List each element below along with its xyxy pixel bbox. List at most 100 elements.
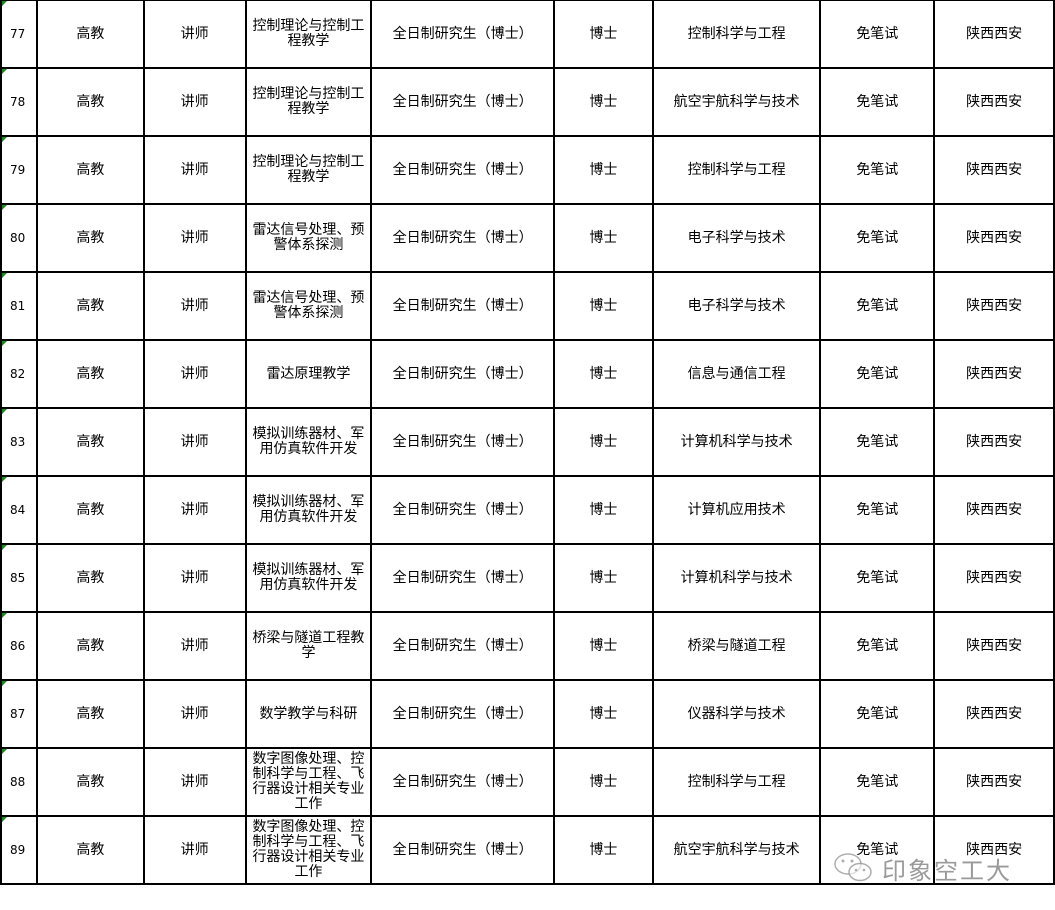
table-row: 77 高教 讲师 控制理论与控制工程教学 全日制研究生（博士） 博士 控制科学与工程 免笔试陕…: [0, 0, 1055, 69]
cell-no: 81: [0, 271, 38, 341]
cell-type: 高教: [35, 679, 145, 749]
cell-title: 讲师: [142, 679, 247, 749]
cell-no: 79: [0, 135, 38, 205]
cell-major: 计算机科学与技术: [651, 407, 822, 477]
cell-major: 电子科学与技术: [651, 271, 822, 341]
cell-location: 陕西西安: [933, 611, 1055, 681]
cell-major: 航空宇航科学与技术: [651, 67, 822, 137]
cell-no: 86: [0, 611, 38, 681]
cell-major: 桥梁与隧道工程: [651, 611, 822, 681]
cell-title: 讲师: [142, 203, 247, 273]
cell-education: 全日制研究生（博士）: [370, 815, 555, 885]
table-row: 89 高教 讲师 数字图像处理、控制科学与工程、飞行器设计相关专业工作 全日制研究生（博…: [0, 815, 1055, 885]
cell-education: 全日制研究生（博士）: [370, 0, 555, 69]
cell-type: 高教: [35, 407, 145, 477]
cell-type: 高教: [35, 475, 145, 545]
cell-no: 88: [0, 747, 38, 817]
cell-exam: 免笔试: [819, 543, 936, 613]
table-row: 87 高教 讲师 数学教学与科研 全日制研究生（博士） 博士 仪器科学与技术 免笔试 陕西西安: [0, 679, 1055, 749]
cell-education: 全日制研究生（博士）: [370, 679, 555, 749]
cell-location: 陕西西安: [933, 815, 1055, 885]
cell-title: 讲师: [142, 407, 247, 477]
cell-exam: 免笔试: [819, 815, 936, 885]
cell-direction: 桥梁与隧道工程教学: [244, 611, 373, 681]
cell-type: 高教: [35, 747, 145, 817]
cell-location: 陕西西安: [933, 543, 1055, 613]
table-row: 85 高教 讲师 模拟训练器材、军用仿真软件开发 全日制研究生（博士） 博士 计算机科学与技…: [0, 543, 1055, 613]
cell-type: 高教: [35, 271, 145, 341]
cell-title: 讲师: [142, 543, 247, 613]
cell-degree: 博士: [552, 407, 654, 477]
cell-exam: 免笔试: [819, 339, 936, 409]
cell-no: 82: [0, 339, 38, 409]
cell-major: 航空宇航科学与技术: [651, 815, 822, 885]
cell-education: 全日制研究生（博士）: [370, 339, 555, 409]
cell-degree: 博士: [552, 475, 654, 545]
cell-no: 83: [0, 407, 38, 477]
table-row: 81 高教 讲师 雷达信号处理、预警体系探测 全日制研究生（博士） 博士 电子科学与技术 免笔…: [0, 271, 1055, 341]
cell-title: 讲师: [142, 475, 247, 545]
table-row: 84 高教 讲师 模拟训练器材、军用仿真软件开发 全日制研究生（博士） 博士 计算机应用技术…: [0, 475, 1055, 545]
cell-direction: 雷达信号处理、预警体系探测: [244, 203, 373, 273]
cell-no: 85: [0, 543, 38, 613]
cell-exam: 免笔试: [819, 679, 936, 749]
cell-direction: 模拟训练器材、军用仿真软件开发: [244, 543, 373, 613]
cell-no: 80: [0, 203, 38, 273]
cell-location: 陕西西安: [933, 339, 1055, 409]
cell-no: 89: [0, 815, 38, 885]
cell-degree: 博士: [552, 815, 654, 885]
cell-direction: 数字图像处理、控制科学与工程、飞行器设计相关专业工作: [244, 747, 373, 817]
cell-title: 讲师: [142, 611, 247, 681]
cell-degree: 博士: [552, 611, 654, 681]
cell-type: 高教: [35, 543, 145, 613]
table-row: 80 高教 讲师 雷达信号处理、预警体系探测 全日制研究生（博士） 博士 电子科学与技术 免笔…: [0, 203, 1055, 273]
cell-major: 仪器科学与技术: [651, 679, 822, 749]
cell-degree: 博士: [552, 339, 654, 409]
cell-location: 陕西西安: [933, 203, 1055, 273]
cell-title: 讲师: [142, 747, 247, 817]
cell-education: 全日制研究生（博士）: [370, 135, 555, 205]
table-row: 83 高教 讲师 模拟训练器材、军用仿真软件开发 全日制研究生（博士） 博士 计算机科学与技…: [0, 407, 1055, 477]
cell-degree: 博士: [552, 67, 654, 137]
cell-education: 全日制研究生（博士）: [370, 67, 555, 137]
cell-exam: 免笔试: [819, 135, 936, 205]
cell-exam: 免笔试: [819, 0, 936, 69]
cell-education: 全日制研究生（博士）: [370, 543, 555, 613]
cell-exam: 免笔试: [819, 747, 936, 817]
cell-direction: 模拟训练器材、军用仿真软件开发: [244, 407, 373, 477]
cell-major: 电子科学与技术: [651, 203, 822, 273]
cell-direction: 雷达原理教学: [244, 339, 373, 409]
cell-location: 陕西西安: [933, 475, 1055, 545]
cell-education: 全日制研究生（博士）: [370, 203, 555, 273]
positions-table: 77 高教 讲师 控制理论与控制工程教学 全日制研究生（博士） 博士 控制科学与工程 免笔试陕…: [0, 0, 1055, 885]
cell-degree: 博士: [552, 679, 654, 749]
cell-direction: 控制理论与控制工程教学: [244, 67, 373, 137]
cell-exam: 免笔试: [819, 271, 936, 341]
cell-degree: 博士: [552, 203, 654, 273]
cell-type: 高教: [35, 611, 145, 681]
table-row: 79 高教 讲师 控制理论与控制工程教学 全日制研究生（博士） 博士 控制科学与工程 免笔试陕…: [0, 135, 1055, 205]
table-row: 82 高教 讲师 雷达原理教学 全日制研究生（博士） 博士 信息与通信工程 免笔试 陕西西安: [0, 339, 1055, 409]
cell-location: 陕西西安: [933, 67, 1055, 137]
cell-direction: 控制理论与控制工程教学: [244, 135, 373, 205]
cell-major: 控制科学与工程: [651, 747, 822, 817]
cell-direction: 模拟训练器材、军用仿真软件开发: [244, 475, 373, 545]
cell-type: 高教: [35, 135, 145, 205]
cell-location: 陕西西安: [933, 271, 1055, 341]
table-row: 86 高教 讲师 桥梁与隧道工程教学 全日制研究生（博士） 博士 桥梁与隧道工程 免笔试 陕西西…: [0, 611, 1055, 681]
cell-title: 讲师: [142, 135, 247, 205]
cell-education: 全日制研究生（博士）: [370, 271, 555, 341]
cell-type: 高教: [35, 0, 145, 69]
cell-education: 全日制研究生（博士）: [370, 475, 555, 545]
cell-degree: 博士: [552, 271, 654, 341]
cell-type: 高教: [35, 203, 145, 273]
cell-title: 讲师: [142, 815, 247, 885]
cell-location: 陕西西安: [933, 407, 1055, 477]
cell-degree: 博士: [552, 0, 654, 69]
cell-title: 讲师: [142, 271, 247, 341]
cell-major: 计算机科学与技术: [651, 543, 822, 613]
cell-no: 78: [0, 67, 38, 137]
cell-title: 讲师: [142, 67, 247, 137]
cell-location: 陕西西安: [933, 679, 1055, 749]
cell-major: 信息与通信工程: [651, 339, 822, 409]
